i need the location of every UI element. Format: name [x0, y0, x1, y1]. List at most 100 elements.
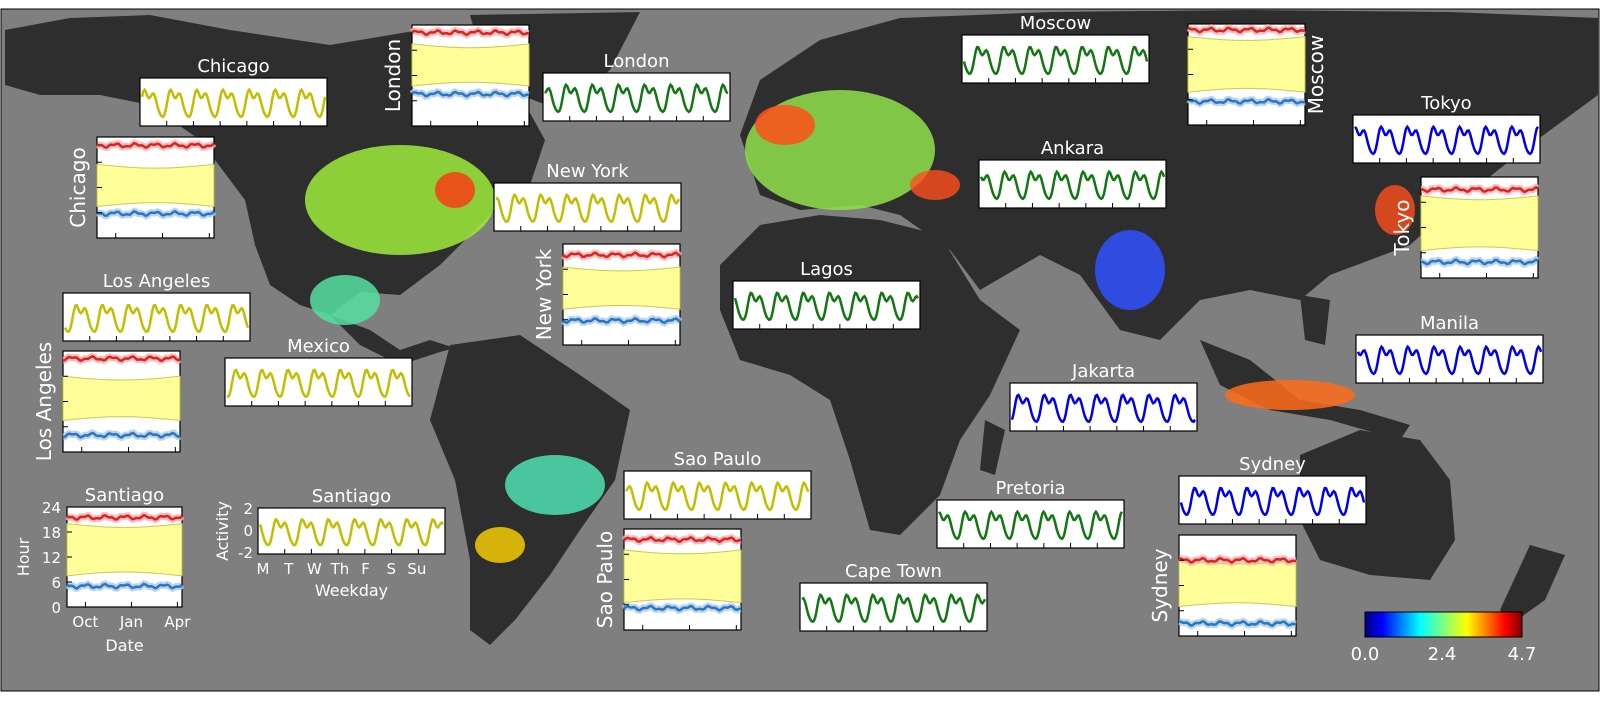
weekly-activity-curve — [1179, 486, 1366, 517]
weekly-panel-frame — [62, 292, 251, 342]
weekly-xaxis-label: Weekday — [315, 581, 388, 600]
weekly-activity-curve — [226, 368, 411, 398]
seasonal-panel-title: Los Angeles — [32, 342, 56, 461]
weekly-activity-curve — [624, 480, 810, 512]
seasonal-panel-title: Sydney — [1148, 548, 1172, 622]
weekly-panel-tokyo: Tokyo — [1352, 93, 1541, 164]
weekly-activity-curve — [937, 509, 1124, 541]
colorbar-gradient — [1364, 611, 1523, 638]
hotspot-western-europe — [755, 105, 815, 145]
weekly-panel-santiago: Santiago M T W Th F S Su 2 0 -2 Weekday Activity — [213, 486, 446, 600]
weekly-panel-title: Lagos — [800, 259, 853, 280]
sleep-band — [1187, 36, 1306, 93]
weekly-panel-cape-town: Cape Town — [799, 561, 988, 632]
weekly-panel-moscow: Moscow — [961, 13, 1150, 84]
weekly-panel-new-york: New York — [493, 161, 682, 232]
bed-time-line — [623, 604, 742, 612]
weekly-panel-title: Santiago — [312, 486, 391, 507]
hotspot-turkey — [910, 170, 960, 200]
wake-time-line — [66, 513, 183, 522]
hotspot-india — [1095, 230, 1165, 310]
hotspot-japan — [1375, 185, 1415, 235]
weekly-panel-title: Mexico — [287, 336, 350, 357]
weekly-panel-manila: Manila — [1355, 313, 1544, 384]
wake-time-line — [411, 29, 530, 37]
weekly-panel-title: Tokyo — [1420, 93, 1471, 114]
hotspot-mexico — [310, 275, 380, 325]
seasonal-panel-chicago: Chicago — [66, 136, 217, 239]
sleep-band — [1420, 195, 1539, 252]
twitter-activity-hotspots — [305, 90, 1415, 563]
bed-time-line — [562, 316, 681, 325]
weekly-panel-los-angeles: Los Angeles — [62, 271, 251, 342]
landmass-eurasia — [740, 10, 1598, 340]
wake-time-line — [562, 251, 681, 259]
weekly-panel-pretoria: Pretoria — [936, 478, 1125, 549]
seasonal-panel-title: Chicago — [66, 147, 90, 227]
landmass-australia — [1300, 430, 1455, 580]
weekly-panel-title: Sydney — [1239, 454, 1306, 475]
weekly-activity-curve — [140, 87, 327, 119]
weekly-panel-frame — [139, 77, 328, 127]
weekly-activity-curve — [979, 169, 1166, 201]
wake-time-line — [1420, 185, 1539, 194]
weekday-tick-label: S — [386, 560, 396, 578]
weekly-panel-mexico: Mexico — [224, 336, 413, 407]
hotspot-us-east — [435, 172, 475, 208]
seasonal-panel-title: Sao Paulo — [593, 531, 617, 628]
hotspot-north-america — [305, 145, 495, 255]
bed-time-line — [1178, 619, 1297, 628]
weekly-panel-title: Los Angeles — [103, 271, 211, 292]
hour-tick-label: 6 — [51, 574, 61, 592]
activity-tick-label: 2 — [243, 500, 253, 518]
weekday-tick-label: W — [307, 560, 322, 578]
weekday-tick-label: T — [283, 560, 294, 578]
weekly-activity-curve — [543, 82, 729, 114]
weekly-activity-curve — [495, 192, 681, 224]
bed-time-line — [66, 582, 183, 590]
landmass-central-america — [330, 315, 455, 365]
weekly-activity-curve — [801, 592, 987, 624]
activity-tick-label: -2 — [238, 544, 253, 562]
sleep-band — [562, 266, 681, 310]
hotspot-indonesia — [1225, 380, 1355, 410]
weekly-panel-frame — [799, 582, 988, 632]
weekly-panel-ankara: Ankara — [978, 138, 1167, 209]
weekly-panel-title: London — [604, 51, 670, 72]
wake-time-line — [1187, 26, 1306, 34]
weekday-tick-label: Th — [330, 560, 350, 578]
weekly-panel-frame — [1355, 334, 1544, 384]
weekday-tick-label: Su — [407, 560, 426, 578]
seasonal-panel-new-york: New York — [532, 243, 683, 346]
seasonal-panel-title: Tokyo — [1390, 200, 1414, 257]
wake-time-line — [1178, 556, 1297, 565]
sleep-band — [623, 549, 742, 604]
bed-time-line — [1420, 258, 1539, 266]
colorbar-min-label: 0.0 — [1351, 644, 1380, 665]
weekly-panel-title: Ankara — [1041, 138, 1104, 159]
weekly-panel-title: Manila — [1420, 313, 1479, 334]
seasonal-panel-title: New York — [532, 248, 556, 340]
seasonal-yaxis-label: Hour — [14, 537, 33, 576]
activity-tick-label: 0 — [243, 522, 253, 540]
sleep-band — [66, 523, 183, 577]
weekly-activity-curve — [962, 45, 1149, 76]
weekly-panel-chicago: Chicago — [139, 56, 328, 127]
landmass-madagascar — [980, 420, 1005, 475]
sleep-band — [411, 43, 530, 87]
seasonal-panel-moscow: Moscow — [1186, 23, 1328, 126]
seasonal-xaxis-label: Date — [105, 636, 143, 655]
weekly-activity-curve — [63, 303, 250, 333]
wake-time-line — [96, 141, 215, 149]
weekly-panel-frame — [542, 72, 731, 122]
weekly-activity-curve — [258, 517, 444, 547]
weekly-panel-frame — [224, 357, 413, 407]
hotspot-brazil — [505, 455, 605, 515]
weekly-activity-curve — [1353, 124, 1540, 156]
weekly-panel-lagos: Lagos — [732, 259, 921, 330]
month-tick-label: Jan — [119, 613, 143, 631]
hotspot-argentina — [475, 527, 525, 563]
bed-time-line — [62, 431, 181, 439]
weekly-panel-sydney: Sydney — [1178, 454, 1367, 525]
